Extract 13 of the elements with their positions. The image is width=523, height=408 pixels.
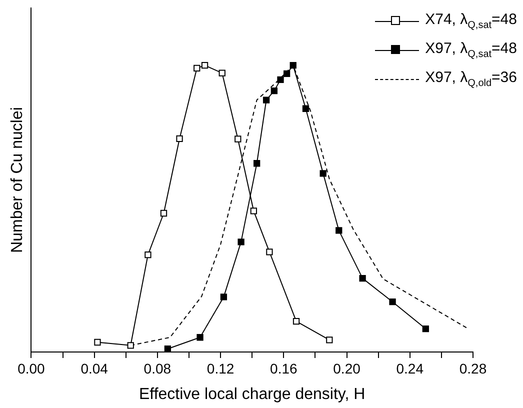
x-axis-title: Effective local charge density, H	[139, 386, 366, 403]
x-tick-label: 0.20	[333, 360, 361, 376]
x-tick-label: 0.00	[18, 360, 46, 376]
legend-label: X74, λ$_{Q,sat}$=48	[425, 10, 517, 30]
legend-label: X97, λ$_{Q,sat}$=48	[425, 40, 517, 60]
x-tick-label: 0.24	[396, 360, 424, 376]
y-axis-title: Number of Cu nuclei	[9, 107, 26, 253]
x-tick-label: 0.16	[270, 360, 298, 376]
x-tick-label: 0.28	[459, 360, 487, 376]
x-tick-label: 0.08	[144, 360, 172, 376]
x-tick-label: 0.04	[80, 360, 108, 376]
legend-label: X97, λ$_{Q,old}$=36	[425, 68, 517, 88]
x-tick-label: 0.12	[206, 360, 234, 376]
